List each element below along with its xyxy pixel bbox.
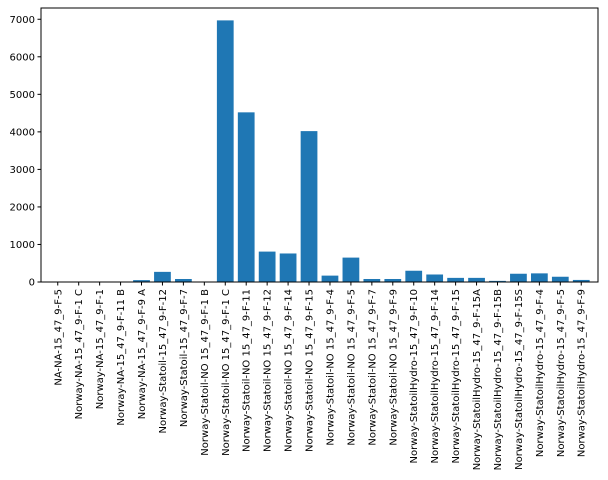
y-tick-label: 6000 — [10, 52, 35, 63]
x-tick-label: NA-NA-15_47_9-F-5 — [53, 289, 64, 386]
x-tick-label: Norway-Statoil-NO 15_47_9-F-12 — [263, 289, 274, 452]
x-tick-label: Norway-StatoilHydro-15_47_9-F-10 — [409, 289, 420, 463]
x-tick-label: Norway-StatoilHydro-15_47_9-F-15 — [451, 289, 462, 463]
x-tick-label: Norway-Statoil-NO 15_47_9-F-11 — [242, 289, 253, 452]
bar — [510, 273, 527, 282]
y-tick-label: 2000 — [10, 202, 35, 213]
y-tick-label: 7000 — [10, 15, 35, 26]
bar — [258, 251, 276, 282]
x-tick-label: Norway-Statoil-15_47_9-F-12 — [158, 289, 169, 433]
bar — [530, 273, 548, 282]
y-axis: 0 1000 2000 3000 4000 5000 6000 7000 — [10, 15, 41, 289]
y-tick-label: 3000 — [10, 165, 35, 176]
bar — [405, 270, 423, 282]
x-tick-label: Norway-StatoilHydro-15_47_9-F-15S — [514, 289, 525, 470]
x-tick-label: Norway-Statoil-NO 15_47_9-F-7 — [367, 289, 378, 446]
bar — [551, 276, 569, 282]
bar — [447, 277, 464, 282]
bar — [321, 275, 339, 282]
bar — [175, 278, 192, 282]
x-tick-label: Norway-Statoil-NO 15_47_9-F-4 — [325, 289, 336, 446]
bar — [572, 279, 590, 282]
x-tick-label: Norway-StatoilHydro-15_47_9-F-14 — [430, 289, 441, 463]
bar — [279, 253, 297, 282]
bar — [133, 280, 150, 282]
bar — [384, 278, 402, 282]
bar — [216, 20, 234, 283]
x-tick-label: Norway-StatoilHydro-15_47_9-F-9 — [577, 289, 588, 457]
bar — [363, 278, 381, 282]
x-tick-label: Norway-Statoil-NO 15_47_9-F-1 B — [200, 289, 211, 456]
x-tick-label: Norway-StatoilHydro-15_47_9-F-15B — [493, 289, 504, 470]
bar — [342, 257, 360, 282]
bar — [154, 271, 171, 282]
x-tick-label: Norway-NA-15_47_9-F-9 A — [137, 289, 148, 419]
y-tick-label: 0 — [29, 278, 35, 289]
x-tick-label: Norway-Statoil-NO 15_47_9-F-5 — [346, 289, 357, 446]
y-tick-label: 5000 — [10, 90, 35, 101]
bar — [468, 277, 485, 282]
x-tick-label: Norway-NA-15_47_9-F-1 — [95, 289, 106, 409]
bar — [426, 274, 444, 282]
x-tick-label: Norway-StatoilHydro-15_47_9-F-4 — [535, 289, 546, 457]
x-axis: NA-NA-15_47_9-F-5 Norway-NA-15_47_9-F-1 C… — [53, 282, 588, 470]
x-tick-label: Norway-Statoil-NO 15_47_9-F-1 C — [221, 289, 232, 456]
x-tick-label: Norway-NA-15_47_9-F-1 C — [74, 289, 85, 419]
bar — [300, 131, 318, 282]
x-tick-label: Norway-Statoil-15_47_9-F-7 — [179, 289, 190, 427]
y-tick-label: 4000 — [10, 127, 35, 138]
y-tick-label: 1000 — [10, 240, 35, 251]
x-tick-label: Norway-StatoilHydro-15_47_9-F-15A — [472, 289, 483, 470]
x-tick-label: Norway-Statoil-NO 15_47_9-F-14 — [284, 289, 295, 452]
x-tick-label: Norway-Statoil-NO 15_47_9-F-15 — [305, 289, 316, 452]
bar — [489, 280, 506, 282]
x-tick-label: Norway-StatoilHydro-15_47_9-F-5 — [556, 289, 567, 457]
plot-frame — [40, 7, 599, 283]
bars-group — [133, 20, 590, 283]
bar — [237, 112, 255, 282]
x-tick-label: Norway-Statoil-NO 15_47_9-F-9 — [388, 289, 399, 446]
x-tick-label: Norway-NA-15_47_9-F-11 B — [116, 289, 127, 426]
